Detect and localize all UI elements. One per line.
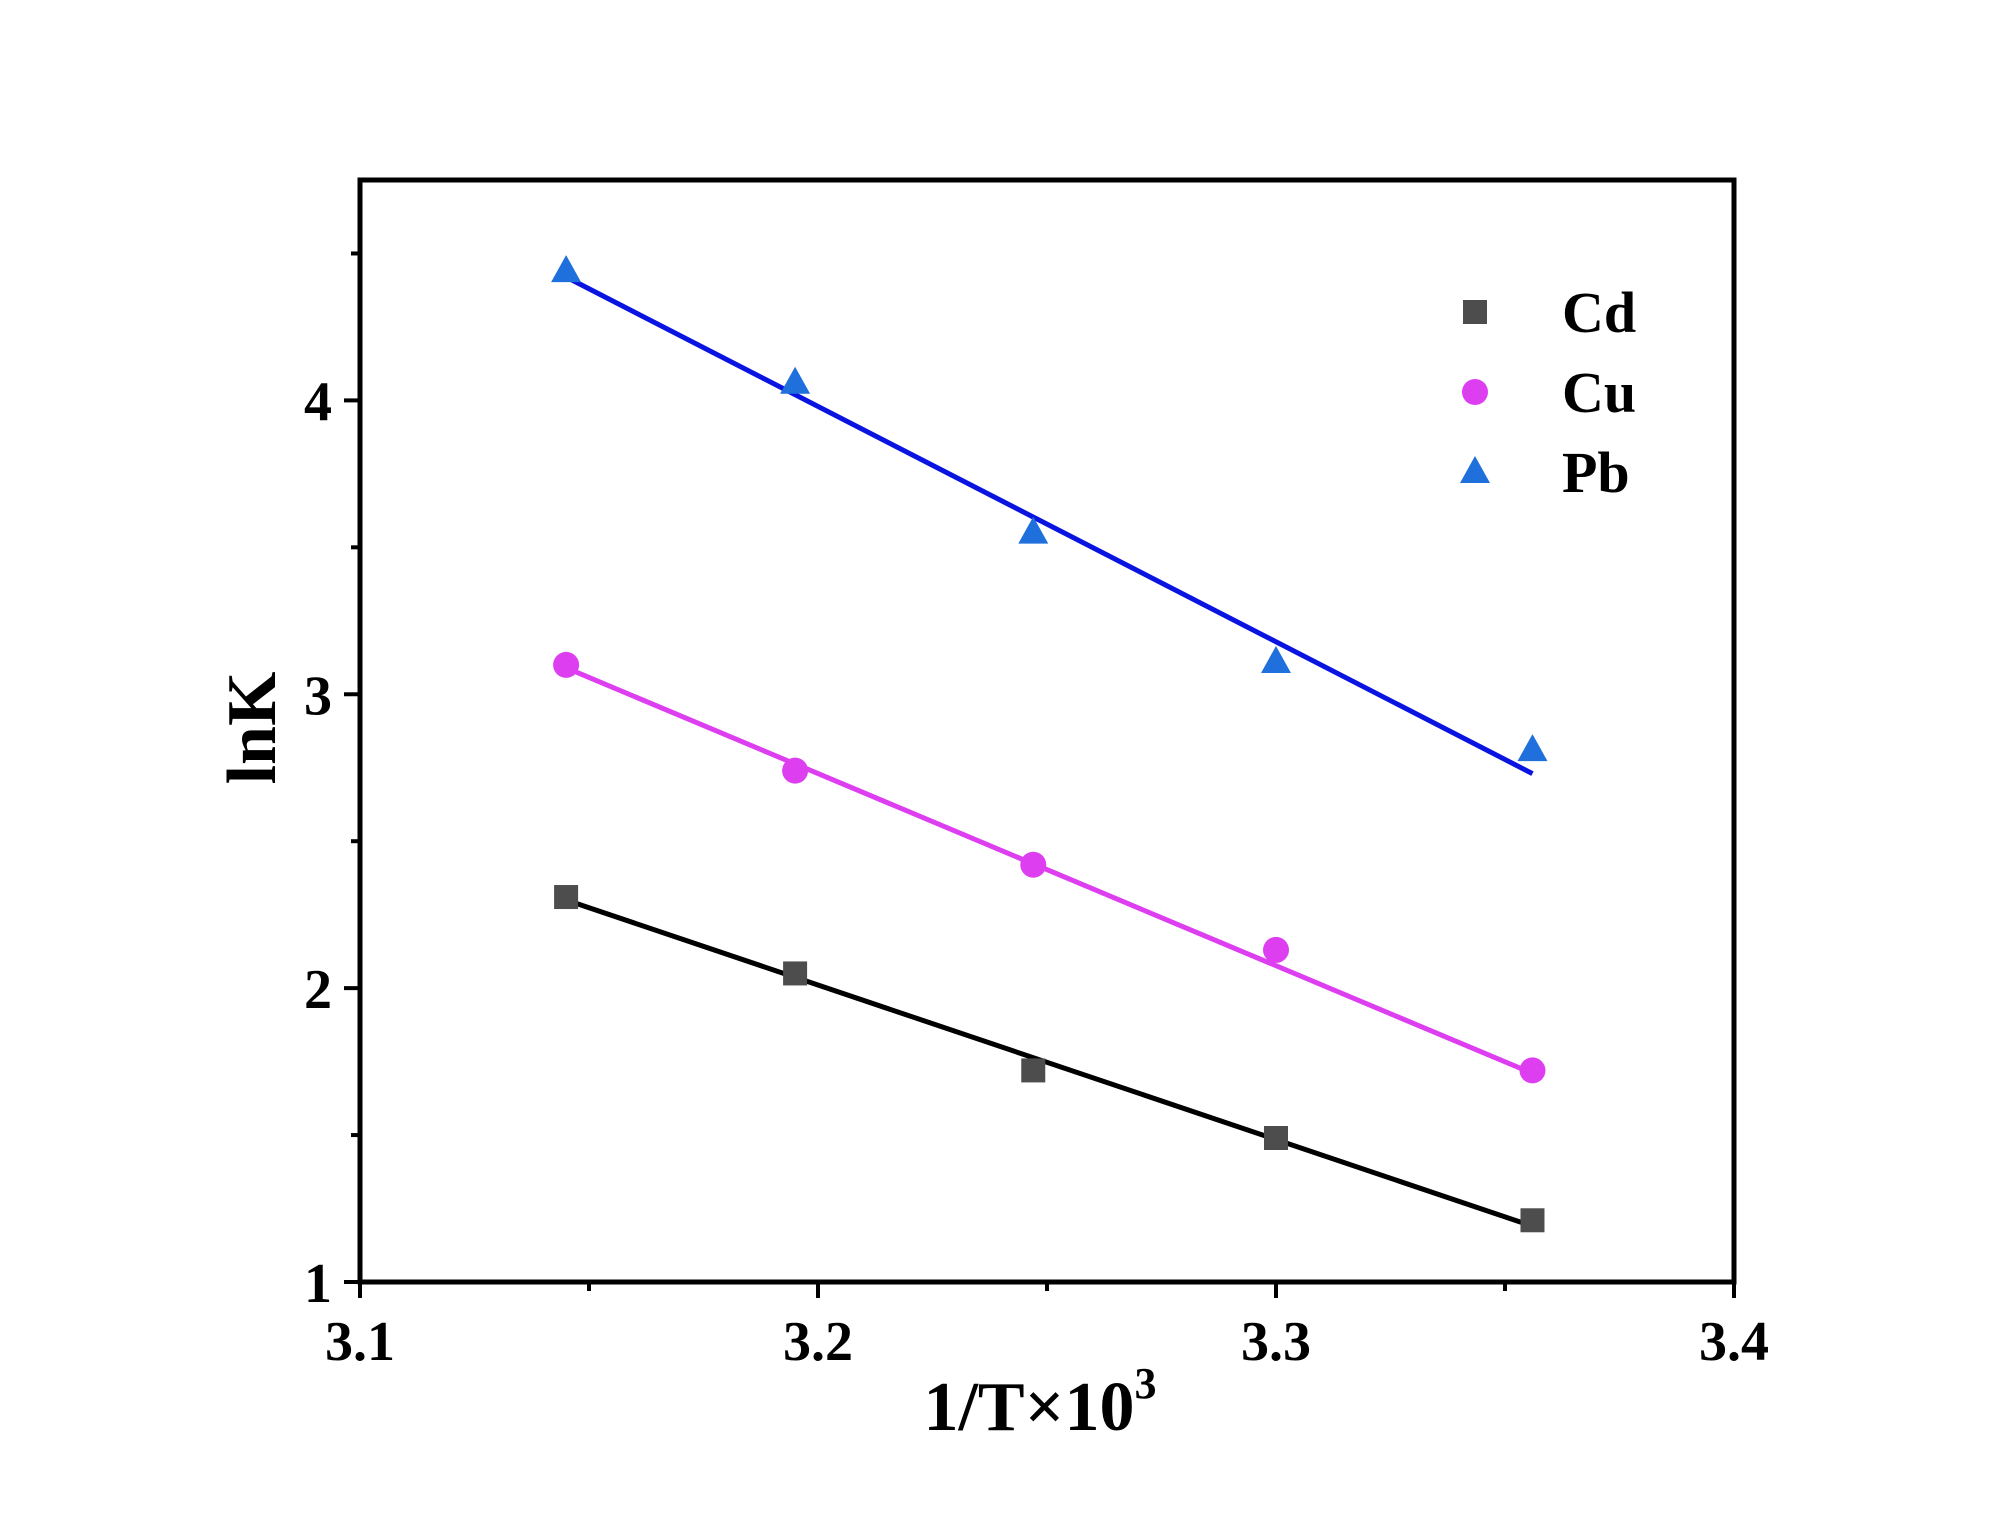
data-point-cd <box>1520 1208 1545 1233</box>
fit-line-cd <box>565 897 1534 1229</box>
x-axis-label: 1/T×103 <box>923 1359 1156 1446</box>
legend-label-cu: Cu <box>1562 360 1636 425</box>
plot-frame <box>357 177 1737 1285</box>
data-point-pb <box>551 255 582 283</box>
data-point-cd <box>1021 1058 1046 1083</box>
legend-label-cd: Cd <box>1562 280 1636 345</box>
data-point-pb <box>1018 516 1049 544</box>
fit-lines <box>564 274 1534 1229</box>
data-point-pb <box>1517 734 1548 762</box>
y-axis-label: lnK <box>214 672 291 785</box>
legend-marker-cd <box>1463 300 1487 324</box>
data-point-pb <box>1261 645 1291 673</box>
x-tick-label: 3.1 <box>325 1311 395 1373</box>
x-tick-label: 3.2 <box>783 1311 853 1373</box>
y-tick-label: 2 <box>304 959 332 1021</box>
y-tick-label: 3 <box>304 665 332 727</box>
legend: Cd Cu Pb <box>1460 280 1636 505</box>
data-point-cu <box>782 757 809 784</box>
axis-ticks <box>344 251 1736 1298</box>
fit-line-cu <box>565 665 1534 1076</box>
data-point-cu <box>553 651 580 678</box>
data-point-cu <box>1020 851 1047 878</box>
fit-line-pb <box>564 274 1534 776</box>
x-tick-label: 3.4 <box>1699 1311 1769 1373</box>
y-tick-label: 1 <box>304 1253 332 1315</box>
x-tick-label: 3.3 <box>1241 1311 1311 1373</box>
legend-marker-pb <box>1460 456 1490 483</box>
data-point-cu <box>1519 1057 1546 1084</box>
data-points <box>551 255 1548 1233</box>
y-tick-label: 4 <box>304 371 332 433</box>
data-point-cd <box>783 961 808 986</box>
legend-label-pb: Pb <box>1562 440 1630 505</box>
data-point-pb <box>780 366 811 394</box>
data-point-cd <box>554 885 579 910</box>
data-point-cd <box>1264 1126 1288 1151</box>
data-point-cu <box>1263 936 1289 963</box>
legend-marker-cu <box>1462 379 1488 405</box>
tick-labels: 3.1 3.2 3.3 3.4 1 2 3 4 <box>304 371 1769 1373</box>
